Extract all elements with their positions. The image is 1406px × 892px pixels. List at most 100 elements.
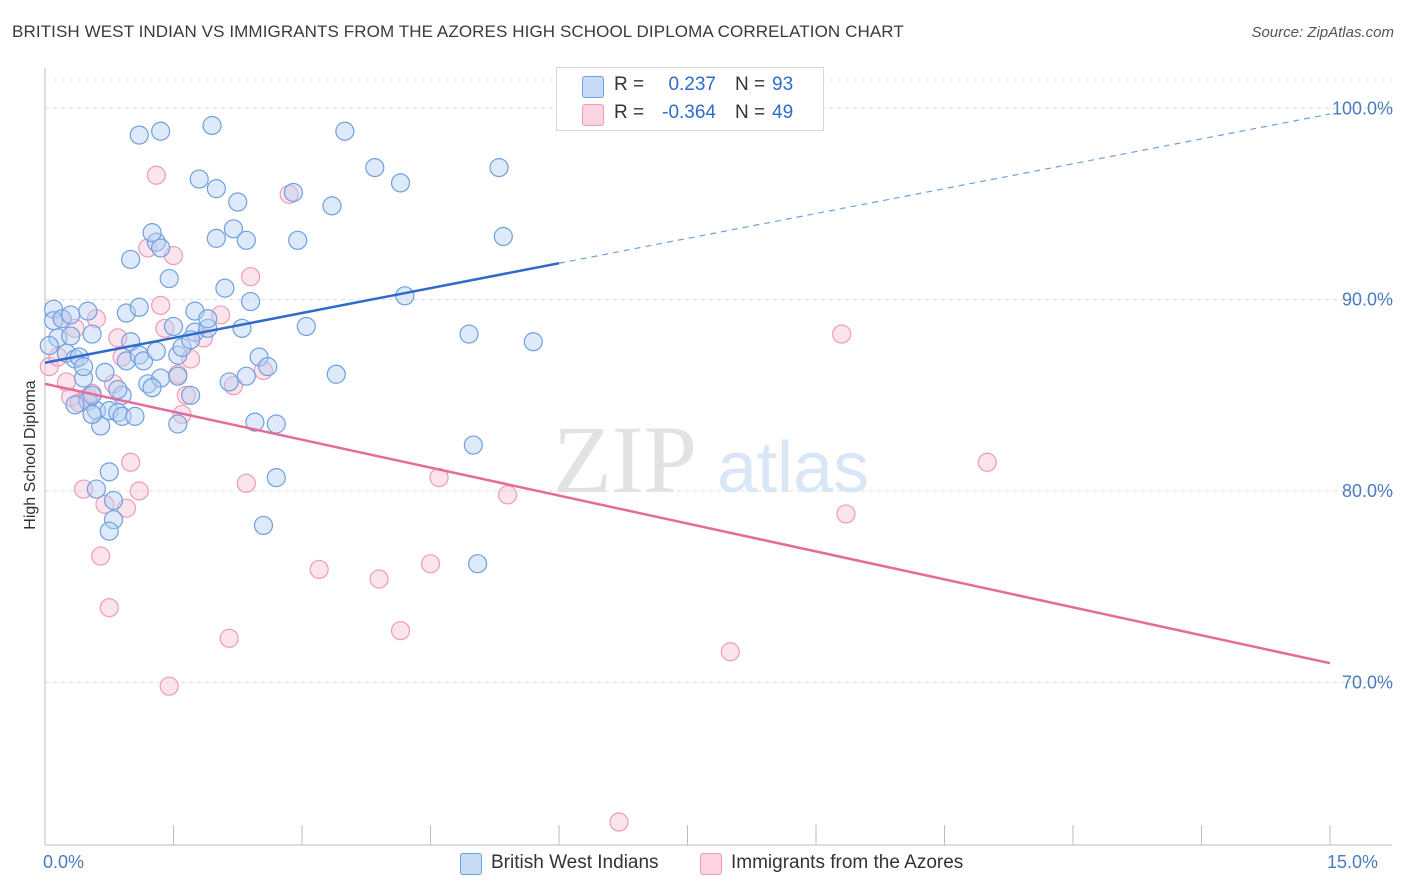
azores-point bbox=[309, 559, 329, 580]
legend-swatch-pink bbox=[700, 853, 722, 875]
bwi-point bbox=[39, 335, 59, 356]
azores-point bbox=[176, 385, 196, 405]
bwi-trend-projection bbox=[558, 113, 1331, 264]
bwi-point bbox=[95, 362, 115, 382]
bwi-point bbox=[335, 121, 355, 141]
bwi-point bbox=[202, 115, 222, 136]
azores-point bbox=[108, 328, 128, 348]
bwi-point bbox=[266, 467, 286, 488]
bwi-point bbox=[258, 357, 278, 377]
bwi-point bbox=[146, 341, 166, 361]
legend-swatch-blue bbox=[460, 853, 482, 875]
bwi-point bbox=[390, 173, 411, 193]
bwi-point bbox=[82, 324, 102, 344]
bwi-point bbox=[78, 301, 98, 321]
bwi-point bbox=[236, 366, 256, 386]
bwi-point bbox=[365, 157, 385, 178]
bwi-point bbox=[459, 324, 479, 344]
azores-point bbox=[219, 628, 239, 648]
azores-point bbox=[236, 473, 256, 493]
bwi-point bbox=[288, 230, 308, 250]
bwi-point bbox=[125, 406, 145, 426]
bwi-point bbox=[168, 414, 188, 434]
azores-point bbox=[151, 295, 171, 315]
bwi-point bbox=[215, 278, 235, 298]
legend-r-label: R = bbox=[614, 102, 645, 123]
series-bwi-points bbox=[39, 115, 543, 574]
y-tick-label: 70.0% bbox=[1342, 672, 1393, 692]
azores-point bbox=[241, 267, 261, 287]
bwi-point bbox=[189, 169, 209, 189]
bwi-point bbox=[61, 305, 81, 325]
bwi-point bbox=[523, 332, 543, 352]
bwi-point bbox=[129, 125, 149, 145]
legend-label-bwi: British West Indians bbox=[491, 852, 659, 873]
bwi-point bbox=[121, 249, 141, 270]
bwi-point bbox=[228, 192, 248, 212]
legend-label-azores: Immigrants from the Azores bbox=[731, 852, 964, 873]
stats-legend: R = 0.237 N = 93 R = -0.364 N = 49 bbox=[556, 67, 824, 131]
bwi-point bbox=[151, 238, 171, 258]
bwi-point bbox=[326, 364, 346, 384]
bwi-point bbox=[219, 372, 239, 392]
source-credit: Source: ZipAtlas.com bbox=[1251, 24, 1394, 41]
bwi-point bbox=[206, 179, 226, 199]
azores-point bbox=[146, 165, 166, 185]
legend-swatch-pink bbox=[582, 104, 604, 126]
y-axis-title: High School Diploma bbox=[22, 380, 39, 530]
bwi-point bbox=[198, 309, 218, 329]
bwi-point bbox=[151, 121, 171, 141]
bwi-point bbox=[245, 412, 265, 432]
bwi-point bbox=[103, 510, 124, 530]
chart-title: BRITISH WEST INDIAN VS IMMIGRANTS FROM T… bbox=[12, 22, 904, 41]
azores-point bbox=[977, 452, 997, 472]
azores-point bbox=[99, 598, 119, 618]
y-tick-label: 100.0% bbox=[1332, 98, 1393, 118]
bwi-point bbox=[73, 357, 94, 377]
bwi-point bbox=[463, 435, 483, 455]
bwi-point bbox=[103, 490, 124, 511]
bwi-point bbox=[223, 219, 244, 239]
bwi-point bbox=[253, 515, 274, 536]
bwi-point bbox=[142, 378, 162, 398]
azores-point bbox=[211, 305, 231, 325]
azores-point bbox=[420, 554, 441, 574]
legend-swatch-blue bbox=[582, 76, 604, 98]
legend-n-value: 49 bbox=[772, 102, 794, 123]
bwi-point bbox=[395, 286, 415, 306]
bwi-point bbox=[206, 228, 226, 248]
bwi-trend-line bbox=[44, 262, 560, 365]
bwi-point bbox=[82, 404, 102, 425]
azores-point bbox=[498, 485, 518, 505]
bwi-point bbox=[236, 230, 256, 250]
bwi-point bbox=[108, 379, 128, 400]
y-tick-label: 90.0% bbox=[1342, 290, 1393, 310]
bwi-point bbox=[296, 316, 316, 337]
bwi-point bbox=[61, 326, 81, 346]
bwi-point bbox=[163, 316, 184, 337]
bwi-point bbox=[99, 521, 119, 541]
legend-r-label: R = bbox=[614, 74, 645, 95]
azores-point bbox=[91, 546, 111, 566]
azores-point bbox=[609, 812, 629, 832]
azores-trend-line bbox=[44, 382, 1331, 665]
bwi-point bbox=[283, 182, 304, 203]
watermark-zip: ZIP bbox=[553, 406, 697, 513]
bwi-point bbox=[322, 196, 342, 216]
y-tick-label: 80.0% bbox=[1342, 481, 1393, 501]
azores-point bbox=[369, 569, 389, 589]
trend-lines bbox=[44, 113, 1331, 665]
bwi-point bbox=[493, 226, 513, 247]
azores-point bbox=[832, 324, 852, 344]
bwi-point bbox=[266, 414, 286, 434]
bwi-point bbox=[232, 318, 252, 338]
azores-point bbox=[720, 642, 740, 662]
x-axis-max-label: 15.0% bbox=[1327, 852, 1379, 872]
bwi-point bbox=[86, 479, 107, 499]
axes bbox=[44, 68, 1392, 846]
bwi-point bbox=[489, 157, 509, 178]
azores-point bbox=[390, 621, 411, 641]
bwi-point bbox=[142, 223, 162, 243]
azores-point bbox=[121, 452, 141, 472]
